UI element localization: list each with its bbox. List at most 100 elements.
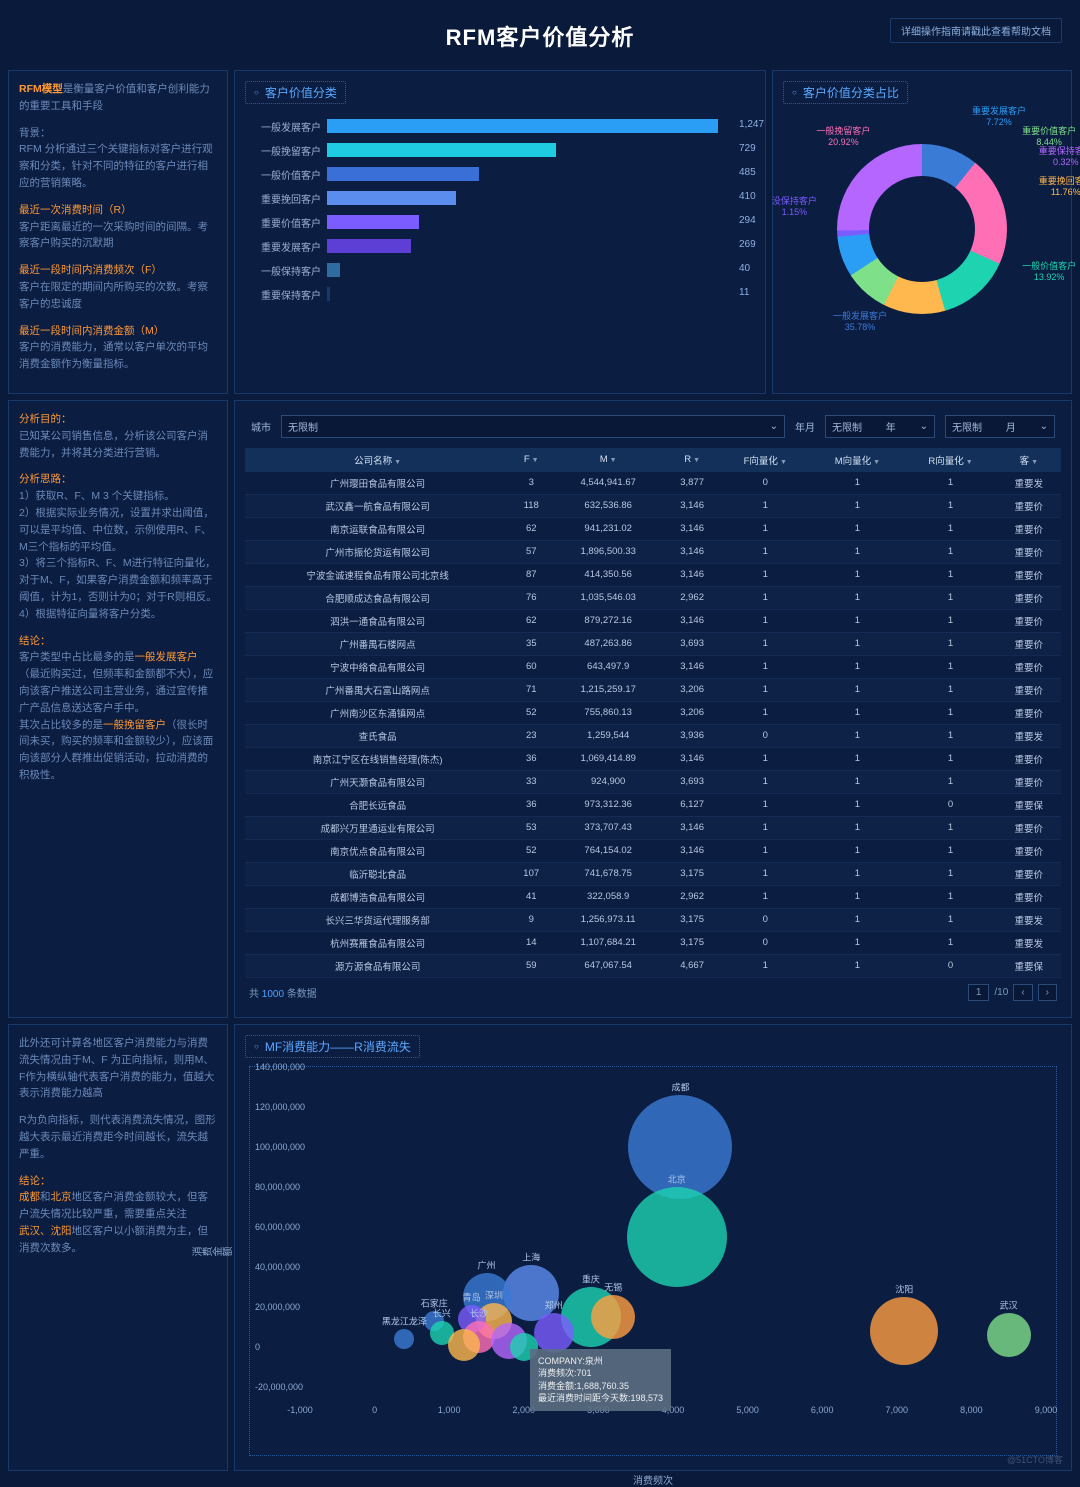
table-cell: 1 (904, 609, 996, 632)
table-cell: 重要发 (997, 931, 1061, 954)
table-row[interactable]: 长兴三华货运代理服务部91,256,973.113,175011重要发 (245, 908, 1061, 931)
table-cell: 1 (810, 747, 904, 770)
table-row[interactable]: 合肥顺成达食品有限公司761,035,546.032,962111重要价 (245, 586, 1061, 609)
r-title: 最近一次消费时间（R） (19, 204, 132, 216)
table-cell: 0 (720, 472, 810, 495)
bubble-label: 深圳 (485, 1288, 503, 1301)
table-cell: 重要价 (997, 862, 1061, 885)
x-tick: 9,000 (1035, 1405, 1058, 1415)
table-cell: 1 (720, 540, 810, 563)
table-header[interactable]: M向量化▼ (810, 448, 904, 472)
bubble[interactable] (448, 1329, 480, 1361)
bubble[interactable] (591, 1295, 635, 1339)
table-row[interactable]: 宁波金诚速程食品有限公司北京线87414,350.563,146111重要价 (245, 563, 1061, 586)
table-cell: 0 (720, 908, 810, 931)
table-row[interactable]: 南京优点食品有限公司52764,154.023,146111重要价 (245, 839, 1061, 862)
table-row[interactable]: 源方源食品有限公司59647,067.544,667110重要保 (245, 954, 1061, 977)
table-cell: 重要价 (997, 609, 1061, 632)
table-cell: 3,146 (664, 816, 720, 839)
table-cell: 3,146 (664, 563, 720, 586)
table-cell: 宁波中络食品有限公司 (245, 655, 510, 678)
table-cell: 南京运联食品有限公司 (245, 517, 510, 540)
table-cell: 1 (810, 908, 904, 931)
table-row[interactable]: 广州南沙区东涌镇网点52755,860.133,206111重要价 (245, 701, 1061, 724)
table-cell: 重要保 (997, 954, 1061, 977)
table-row[interactable]: 广州番禺大石富山路网点711,215,259.173,206111重要价 (245, 678, 1061, 701)
table-cell: 62 (510, 609, 552, 632)
bubble[interactable] (534, 1313, 574, 1353)
bubble-label: 广州 (477, 1258, 495, 1271)
table-row[interactable]: 广州番禺石楼网点35487,263.863,693111重要价 (245, 632, 1061, 655)
table-cell: 杭州赛雁食品有限公司 (245, 931, 510, 954)
table-cell: 3,146 (664, 609, 720, 632)
year-select[interactable]: 无限制年 ⌄ (825, 415, 935, 438)
next-page-button[interactable]: › (1038, 984, 1057, 1001)
table-cell: 1 (904, 908, 996, 931)
table-row[interactable]: 宁波中络食品有限公司60643,497.93,146111重要价 (245, 655, 1061, 678)
page-title: RFM客户价值分析 (446, 20, 635, 52)
table-header[interactable]: 客▼ (997, 448, 1061, 472)
bubble[interactable] (870, 1297, 938, 1365)
bar-label: 一般价值客户 (249, 167, 321, 182)
table-row[interactable]: 合肥长远食品36973,312.366,127110重要保 (245, 793, 1061, 816)
table-cell: 合肥长远食品 (245, 793, 510, 816)
table-cell: 23 (510, 724, 552, 747)
help-link[interactable]: 详细操作指南请戳此查看帮助文档 (890, 18, 1062, 43)
table-header[interactable]: F向量化▼ (720, 448, 810, 472)
table-cell: 长兴三华货运代理服务部 (245, 908, 510, 931)
table-row[interactable]: 武汉鑫一航食品有限公司118632,536.863,146111重要价 (245, 494, 1061, 517)
table-row[interactable]: 临沂聪北食品107741,678.753,175111重要价 (245, 862, 1061, 885)
table-cell: 广州璎田食品有限公司 (245, 472, 510, 495)
bar-fill: 11 (327, 287, 330, 301)
table-cell: 1 (720, 586, 810, 609)
table-row[interactable]: 泗洪一通食品有限公司62879,272.163,146111重要价 (245, 609, 1061, 632)
prev-page-button[interactable]: ‹ (1013, 984, 1032, 1001)
x-tick: -1,000 (287, 1405, 313, 1415)
table-row[interactable]: 查氏食品231,259,5443,936011重要发 (245, 724, 1061, 747)
table-row[interactable]: 广州市振伦货运有限公司571,896,500.333,146111重要价 (245, 540, 1061, 563)
table-cell: 764,154.02 (552, 839, 664, 862)
table-cell: 重要价 (997, 839, 1061, 862)
page-input[interactable]: 1 (968, 984, 990, 1001)
bubble-label: 武汉 (1000, 1298, 1018, 1311)
table-header[interactable]: F▼ (510, 448, 552, 472)
y-tick: 80,000,000 (255, 1182, 300, 1192)
table-cell: 3,693 (664, 632, 720, 655)
table-row[interactable]: 南京运联食品有限公司62941,231.023,146111重要价 (245, 517, 1061, 540)
month-select[interactable]: 无限制月 ⌄ (945, 415, 1055, 438)
bar-label: 重要发展客户 (249, 239, 321, 254)
table-header[interactable]: R▼ (664, 448, 720, 472)
bubble-label: 沈阳 (895, 1282, 913, 1295)
table-row[interactable]: 成都兴万里通运业有限公司53373,707.433,146111重要价 (245, 816, 1061, 839)
city-select[interactable]: 无限制⌄ (281, 415, 785, 438)
table-row[interactable]: 南京江宁区在线销售经理(陈杰)361,069,414.893,146111重要价 (245, 747, 1061, 770)
table-row[interactable]: 成都博浩食品有限公司41322,058.92,962111重要价 (245, 885, 1061, 908)
scatter-chart: -20,000,000020,000,00040,000,00060,000,0… (300, 1077, 1046, 1397)
bubble[interactable] (627, 1187, 727, 1287)
table-cell: 3,936 (664, 724, 720, 747)
table-cell: 重要价 (997, 885, 1061, 908)
table-header[interactable]: 公司名称▼ (245, 448, 510, 472)
bar-label: 重要挽回客户 (249, 191, 321, 206)
table-cell: 0 (904, 954, 996, 977)
table-row[interactable]: 广州天灏食品有限公司33924,9003,693111重要价 (245, 770, 1061, 793)
x-tick: 6,000 (811, 1405, 834, 1415)
bubble[interactable] (987, 1313, 1031, 1357)
m-text: 客户的消费能力，通常以客户单次的平均消费金额作为衡量指标。 (19, 341, 208, 370)
table-header[interactable]: M▼ (552, 448, 664, 472)
table-row[interactable]: 杭州赛雁食品有限公司141,107,684.213,175011重要发 (245, 931, 1061, 954)
bar-value: 294 (739, 215, 756, 226)
table-cell: 1 (720, 770, 810, 793)
table-header[interactable]: R向量化▼ (904, 448, 996, 472)
bar-row: 重要保持客户 11 (249, 282, 735, 306)
table-row[interactable]: 广州璎田食品有限公司34,544,941.673,877011重要发 (245, 472, 1061, 495)
filters: 城市 无限制⌄ 年月 无限制年 ⌄ 无限制月 ⌄ (245, 411, 1061, 442)
bg-text: RFM 分析通过三个关键指标对客户进行观察和分类，针对不同的特征的客户进行相应的… (19, 143, 213, 189)
table-cell: 2,962 (664, 885, 720, 908)
table-cell: 59 (510, 954, 552, 977)
table-cell: 1 (720, 701, 810, 724)
bar-value: 729 (739, 143, 756, 154)
m-title: 最近一段时间内消费金额（M） (19, 325, 164, 337)
bar-fill: 269 (327, 239, 411, 253)
data-table: 公司名称▼F▼M▼R▼F向量化▼M向量化▼R向量化▼客▼ 广州璎田食品有限公司3… (245, 448, 1061, 978)
